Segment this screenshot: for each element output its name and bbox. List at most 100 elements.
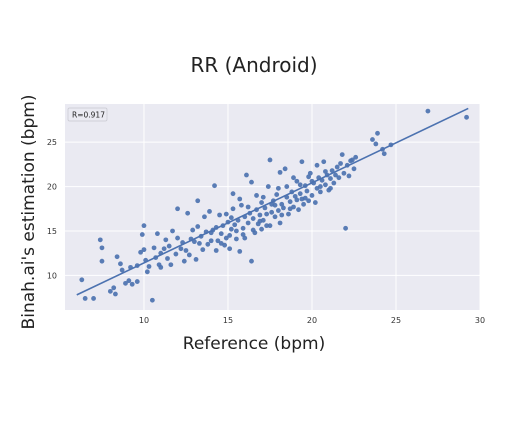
data-point bbox=[232, 222, 238, 228]
x-tick-label: 15 bbox=[223, 316, 233, 325]
y-axis-label: Binah.ai's estimation (bpm) bbox=[19, 95, 39, 330]
data-point bbox=[141, 247, 147, 253]
data-point bbox=[272, 202, 278, 208]
data-point bbox=[233, 236, 239, 242]
data-point bbox=[183, 248, 189, 253]
data-point bbox=[155, 231, 160, 237]
data-point bbox=[233, 228, 239, 234]
correlation-annotation: R=0.917 bbox=[67, 107, 108, 122]
data-point bbox=[158, 264, 164, 270]
data-point bbox=[275, 208, 281, 213]
data-point bbox=[141, 223, 147, 229]
data-point bbox=[272, 214, 278, 220]
data-point bbox=[161, 246, 167, 252]
data-point bbox=[333, 172, 338, 178]
data-point bbox=[346, 173, 352, 179]
data-point bbox=[294, 197, 300, 203]
regression-line bbox=[76, 107, 469, 296]
data-point bbox=[181, 258, 187, 264]
x-tick-labels: 10 15 20 25 30 bbox=[139, 316, 485, 325]
data-point bbox=[173, 251, 179, 257]
data-point bbox=[339, 152, 345, 158]
data-point bbox=[297, 191, 303, 197]
data-point bbox=[208, 238, 214, 244]
data-point bbox=[277, 220, 283, 226]
data-point bbox=[321, 159, 327, 165]
data-point bbox=[144, 269, 150, 275]
data-point bbox=[296, 207, 301, 213]
data-point bbox=[134, 279, 140, 284]
data-point bbox=[168, 262, 174, 268]
data-point bbox=[193, 256, 199, 262]
data-point bbox=[97, 237, 103, 243]
data-point bbox=[317, 189, 323, 195]
data-point bbox=[240, 232, 246, 237]
data-point bbox=[242, 235, 248, 241]
data-point bbox=[267, 223, 273, 229]
data-point bbox=[118, 261, 123, 267]
data-point bbox=[223, 235, 229, 241]
data-point bbox=[323, 169, 328, 174]
data-point bbox=[370, 137, 375, 142]
data-point bbox=[228, 226, 234, 232]
data-point bbox=[312, 200, 318, 205]
data-point bbox=[99, 258, 105, 264]
data-point bbox=[195, 198, 201, 204]
data-point bbox=[185, 210, 191, 216]
data-point bbox=[215, 238, 221, 244]
data-point bbox=[146, 264, 152, 269]
data-point bbox=[269, 209, 275, 215]
data-point bbox=[317, 184, 323, 189]
data-point bbox=[119, 267, 125, 273]
data-point bbox=[292, 193, 298, 199]
data-point bbox=[375, 130, 380, 136]
data-point bbox=[302, 195, 308, 201]
data-point bbox=[195, 224, 201, 229]
data-point bbox=[126, 278, 132, 284]
data-point bbox=[245, 220, 251, 226]
data-point bbox=[341, 170, 347, 176]
data-point bbox=[217, 212, 222, 218]
data-point bbox=[91, 296, 96, 301]
data-point bbox=[275, 185, 281, 191]
data-point bbox=[334, 164, 340, 170]
data-point bbox=[284, 184, 290, 189]
data-point bbox=[114, 254, 120, 260]
data-point bbox=[287, 199, 293, 205]
data-point bbox=[351, 166, 357, 172]
data-point bbox=[163, 237, 169, 243]
data-point bbox=[282, 166, 288, 172]
data-point bbox=[237, 248, 243, 254]
data-point bbox=[373, 141, 379, 147]
gridlines bbox=[65, 104, 481, 310]
data-point bbox=[259, 200, 264, 205]
data-point bbox=[257, 218, 263, 224]
data-point bbox=[249, 179, 254, 185]
data-point bbox=[123, 280, 128, 286]
data-point bbox=[323, 182, 328, 188]
correlation-text: R=0.917 bbox=[72, 111, 105, 120]
data-point bbox=[304, 188, 310, 194]
x-tick-label: 30 bbox=[475, 316, 485, 325]
data-point bbox=[277, 169, 283, 175]
data-point bbox=[338, 161, 343, 166]
data-point bbox=[82, 296, 88, 301]
data-point bbox=[328, 176, 333, 181]
data-point bbox=[228, 215, 234, 221]
data-point bbox=[265, 184, 271, 189]
data-point bbox=[218, 241, 224, 246]
data-point bbox=[306, 198, 312, 204]
data-point bbox=[281, 205, 286, 211]
y-tick-label: 10 bbox=[47, 271, 57, 280]
data-point bbox=[170, 228, 175, 234]
data-point bbox=[381, 151, 387, 157]
data-point bbox=[197, 241, 202, 246]
data-points bbox=[79, 108, 469, 303]
data-point bbox=[267, 157, 273, 163]
data-point bbox=[175, 206, 180, 212]
data-point bbox=[149, 297, 155, 303]
data-point bbox=[353, 154, 359, 160]
data-point bbox=[202, 214, 207, 220]
data-point bbox=[178, 246, 184, 252]
